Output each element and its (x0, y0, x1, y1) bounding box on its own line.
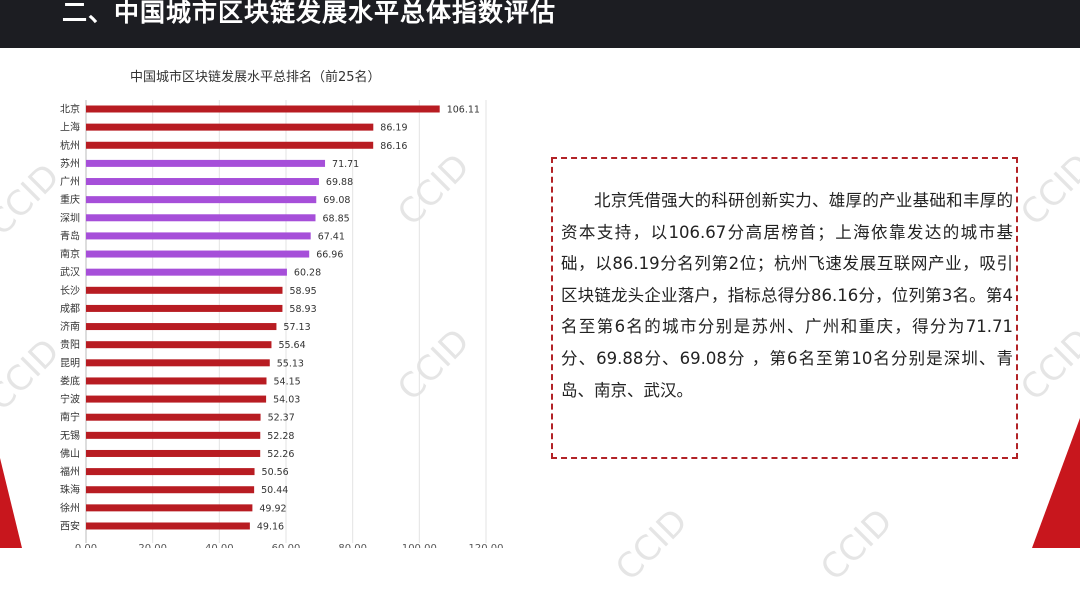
category-label: 青岛 (60, 229, 80, 242)
bar (86, 359, 270, 367)
bar (86, 323, 277, 331)
category-label: 南宁 (60, 411, 80, 424)
data-label: 50.56 (262, 467, 289, 478)
red-corner-decoration-right (1032, 418, 1080, 548)
category-label: 武汉 (60, 266, 80, 279)
data-label: 69.08 (323, 195, 350, 206)
red-corner-decoration-left (0, 458, 22, 548)
category-label: 宁波 (60, 393, 80, 406)
x-tick-label: 20.00 (138, 543, 167, 548)
category-label: 南京 (60, 248, 80, 261)
bar (86, 468, 255, 476)
bar (86, 377, 267, 385)
bar (86, 413, 261, 421)
bar (86, 214, 316, 222)
data-label: 50.44 (261, 485, 288, 496)
data-label: 54.15 (274, 376, 301, 387)
category-label: 珠海 (60, 483, 80, 496)
data-label: 55.13 (277, 358, 304, 369)
category-label: 西安 (60, 519, 80, 532)
data-label: 52.26 (267, 449, 294, 460)
page-title: 二、中国城市区块链发展水平总体指数评估 (62, 0, 557, 27)
bar (86, 141, 374, 149)
bar (86, 341, 272, 349)
header-bar: 二、中国城市区块链发展水平总体指数评估 (0, 0, 1080, 48)
category-label: 贵阳 (60, 338, 80, 351)
bar (86, 105, 440, 113)
bar (86, 196, 317, 204)
bar (86, 286, 283, 294)
summary-text: 北京凭借强大的科研创新实力、雄厚的产业基础和丰厚的资本支持，以106.67分高居… (561, 191, 1013, 400)
data-label: 55.64 (278, 340, 305, 351)
summary-text-box: 北京凭借强大的科研创新实力、雄厚的产业基础和丰厚的资本支持，以106.67分高居… (551, 157, 1018, 459)
bar (86, 395, 267, 403)
bar (86, 178, 319, 186)
bar (86, 522, 250, 530)
data-label: 71.71 (332, 159, 359, 170)
data-label: 54.03 (273, 395, 300, 406)
data-label: 49.92 (259, 503, 286, 514)
bar (86, 123, 374, 131)
category-label: 成都 (60, 303, 80, 315)
category-label: 北京 (60, 103, 80, 116)
category-label: 徐州 (60, 501, 80, 514)
category-label: 昆明 (60, 357, 80, 369)
bar (86, 431, 261, 439)
bar (86, 486, 255, 494)
x-tick-label: 60.00 (272, 543, 301, 548)
data-label: 52.28 (267, 431, 294, 442)
bar (86, 250, 310, 258)
data-label: 58.95 (290, 286, 317, 297)
bar-chart: 0.00 20.00 40.00 60.00 80.00 100.00 120.00 北京 10… (60, 100, 504, 548)
bar (86, 232, 311, 240)
chart-title: 中国城市区块链发展水平总排名（前25名） (130, 70, 381, 85)
category-label: 杭州 (60, 139, 80, 152)
category-label: 娄底 (60, 374, 80, 387)
category-label: 深圳 (60, 212, 80, 224)
x-tick-label: 40.00 (205, 543, 234, 548)
x-tick-label: 0.00 (75, 543, 97, 548)
category-label: 广州 (60, 176, 80, 188)
category-label: 上海 (60, 121, 80, 134)
category-label: 福州 (60, 465, 80, 478)
category-label: 佛山 (60, 447, 80, 460)
x-tick-label: 80.00 (338, 543, 367, 548)
data-label: 68.85 (323, 213, 350, 224)
category-label: 重庆 (60, 193, 80, 206)
data-label: 69.88 (326, 177, 353, 188)
x-tick-label: 120.00 (469, 543, 504, 548)
bar (86, 449, 261, 457)
data-label: 52.37 (268, 413, 295, 424)
data-label: 49.16 (257, 521, 284, 532)
x-tick-label: 100.00 (402, 543, 437, 548)
data-label: 86.19 (380, 123, 407, 134)
data-label: 58.93 (289, 304, 316, 315)
bar (86, 159, 326, 167)
data-label: 66.96 (316, 250, 343, 261)
category-label: 苏州 (60, 157, 80, 170)
data-label: 86.16 (380, 141, 407, 152)
bar (86, 504, 253, 512)
data-label: 106.11 (447, 105, 480, 116)
category-label: 济南 (60, 320, 80, 333)
bar (86, 268, 287, 276)
data-label: 57.13 (283, 322, 310, 333)
bar (86, 304, 283, 312)
data-label: 67.41 (318, 231, 345, 242)
category-label: 无锡 (60, 429, 80, 442)
data-label: 60.28 (294, 268, 321, 279)
category-label: 长沙 (60, 285, 80, 297)
